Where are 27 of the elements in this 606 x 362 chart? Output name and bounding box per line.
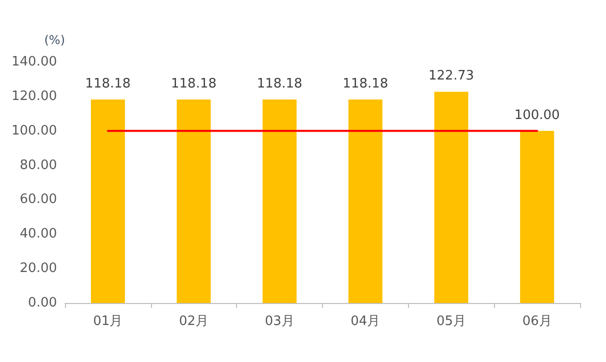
bar (348, 100, 382, 303)
y-axis-title: (%) (44, 33, 65, 47)
x-tick-label: 02月 (178, 314, 209, 329)
data-label: 100.00 (514, 108, 560, 123)
y-tick-label: 60.00 (20, 192, 57, 208)
data-label: 118.18 (85, 76, 131, 92)
x-tick-label: 03月 (264, 314, 294, 329)
x-tick-label: 05月 (436, 314, 466, 329)
y-tick-label: 120.00 (12, 88, 57, 104)
bar (520, 130, 554, 303)
y-tick-label: 20.00 (20, 261, 57, 276)
y-tick-label: 140.00 (12, 54, 57, 70)
data-label: 118.18 (256, 76, 302, 92)
y-tick-label: 80.00 (20, 158, 57, 173)
bar (262, 100, 297, 303)
x-tick-label: 04月 (350, 314, 380, 329)
data-label: 122.73 (428, 68, 474, 84)
data-label: 118.18 (171, 76, 216, 92)
y-tick-label: 40.00 (20, 226, 57, 242)
bar (176, 100, 211, 303)
y-tick-label: 0.00 (28, 296, 57, 310)
bar (434, 92, 468, 303)
x-tick-label: 01月 (93, 314, 123, 329)
x-tick-label: 06月 (522, 314, 552, 329)
data-label: 118.18 (342, 76, 388, 92)
y-tick-label: 100.00 (12, 123, 57, 138)
bar (90, 100, 125, 303)
